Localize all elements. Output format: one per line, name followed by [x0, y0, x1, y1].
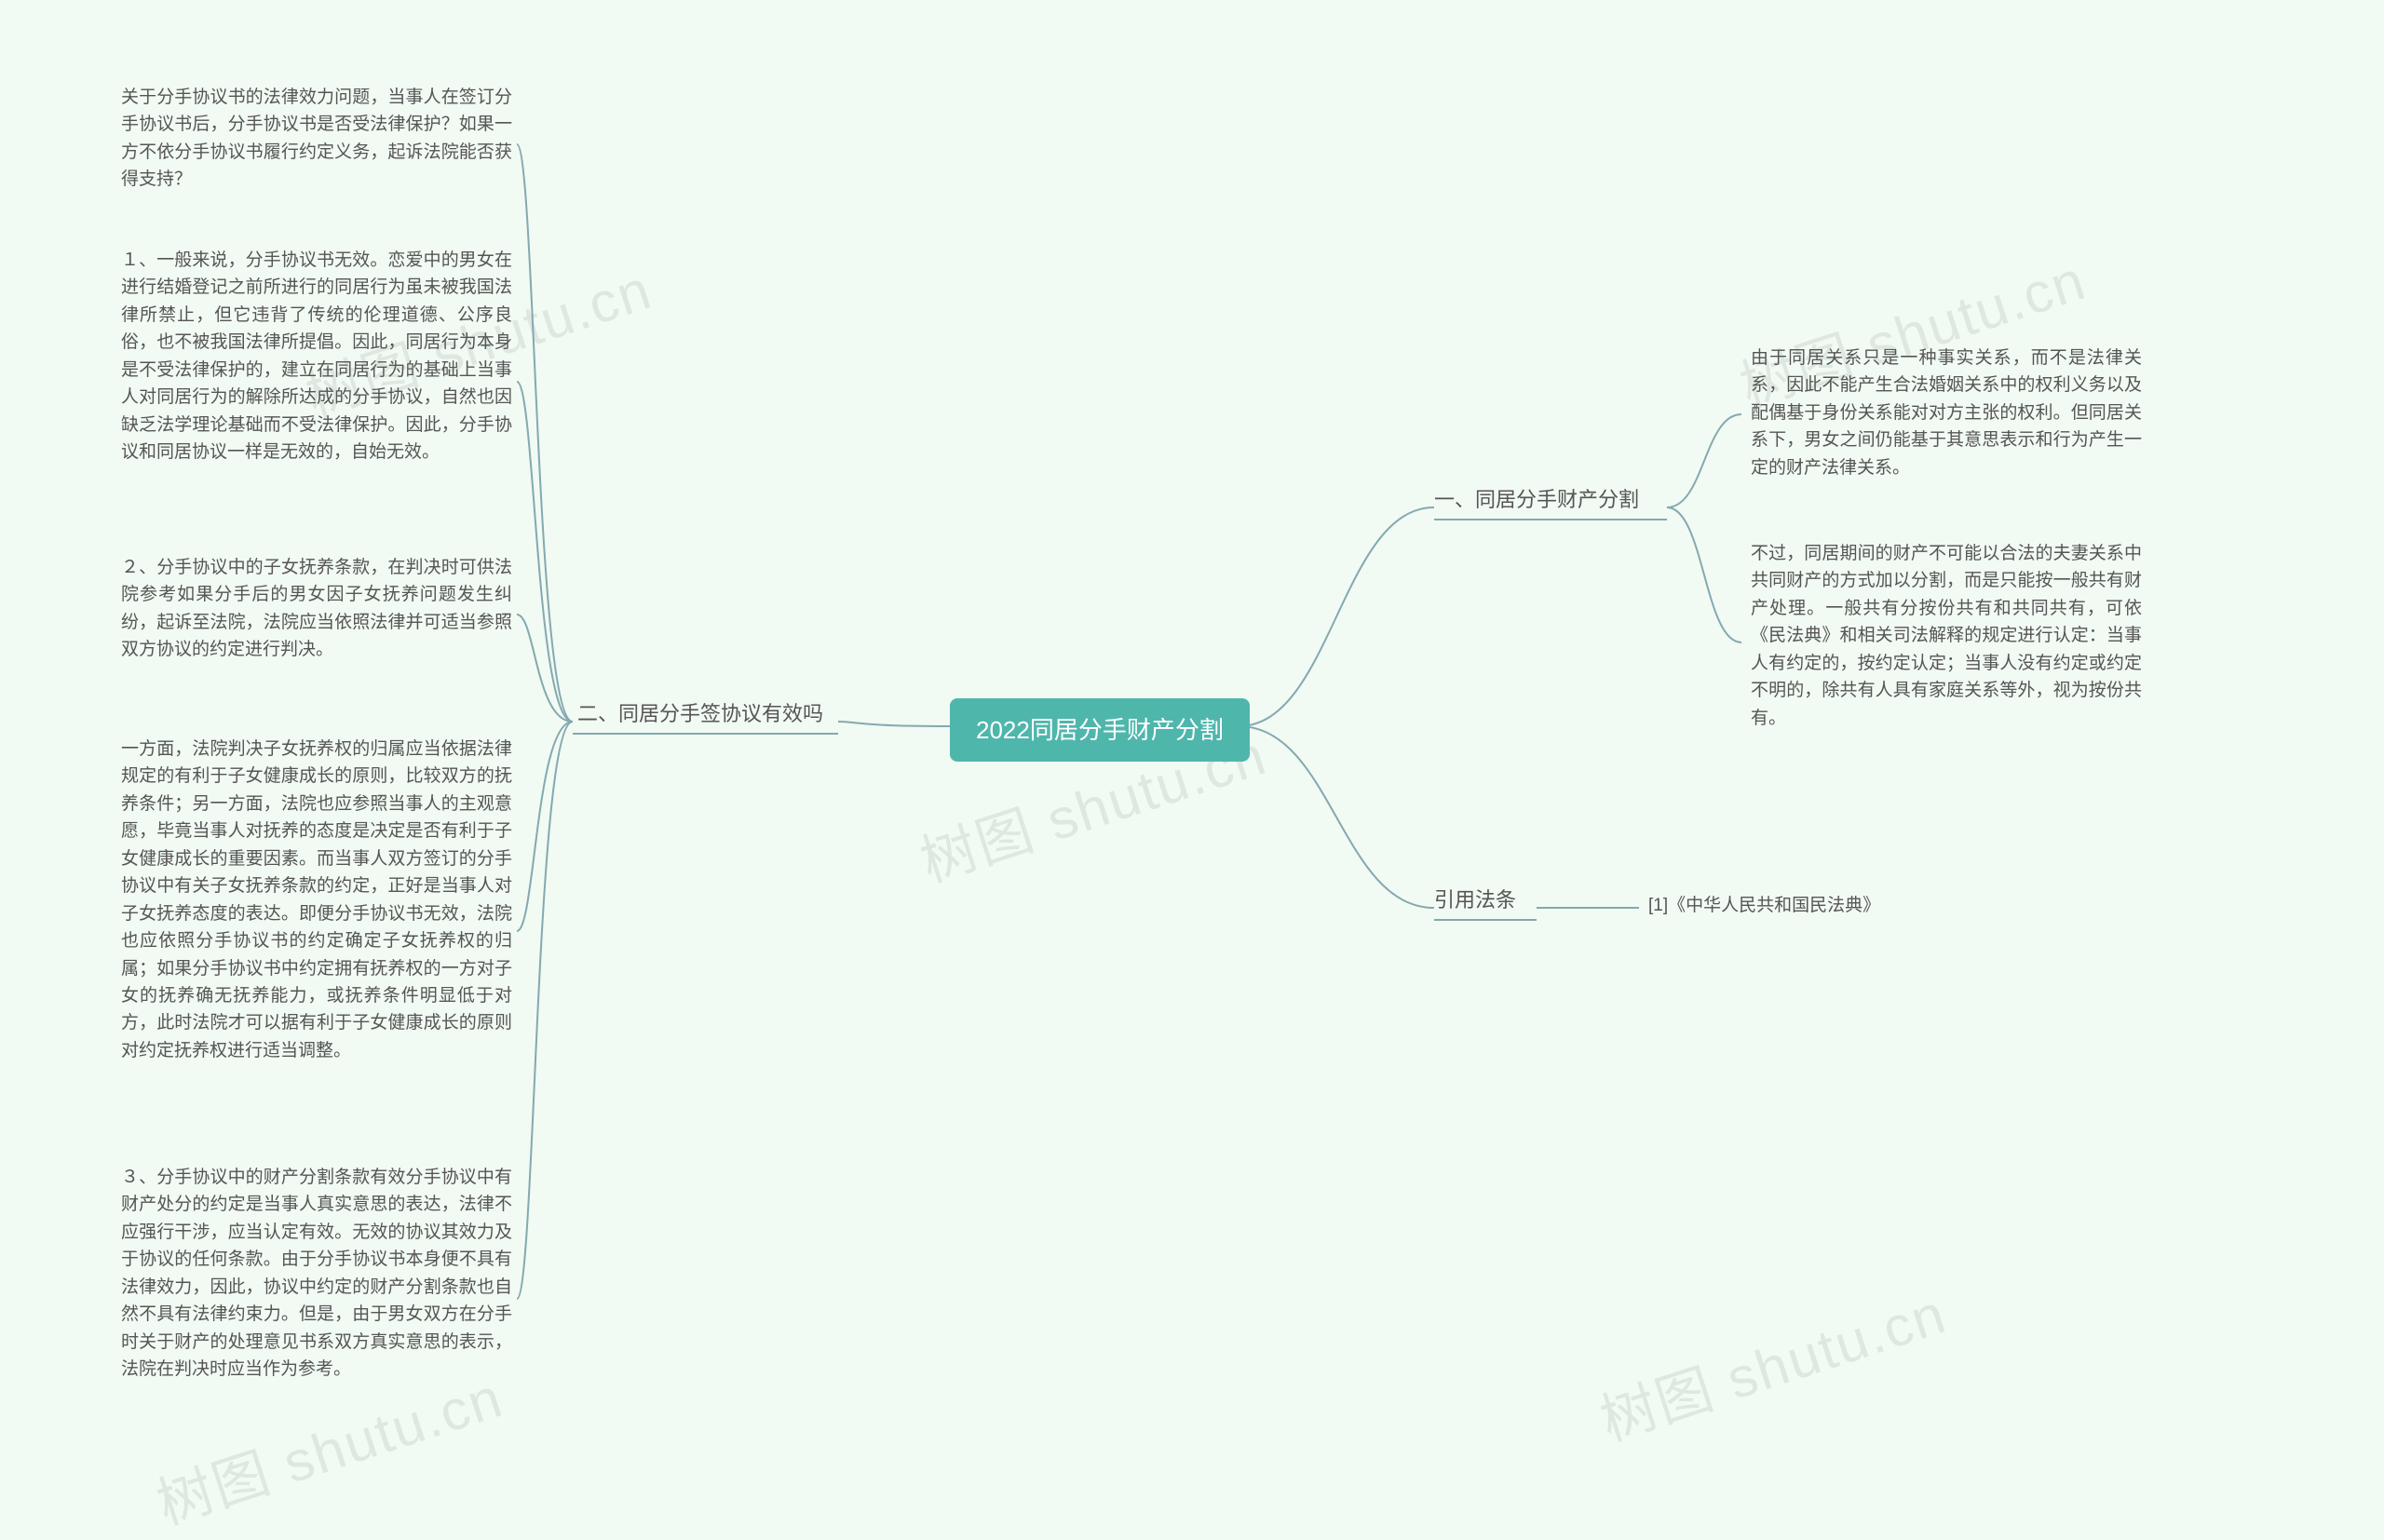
leaf-text: 关于分手协议书的法律效力问题，当事人在签订分手协议书后，分手协议书是否受法律保护… — [121, 84, 512, 194]
leaf-text: 一方面，法院判决子女抚养权的归属应当依据法律规定的有利于子女健康成长的原则，比较… — [121, 736, 512, 1064]
watermark: 树图 shutu.cn — [1589, 1269, 1956, 1457]
root-node: 2022同居分手财产分割 — [950, 698, 1250, 762]
leaf-text: 由于同居关系只是一种事实关系，而不是法律关系，因此不能产生合法婚姻关系中的权利义… — [1751, 344, 2142, 481]
leaf-text: ２、分手协议中的子女抚养条款，在判决时可供法院参考如果分手后的男女因子女抚养问题… — [121, 554, 512, 664]
leaf-text: ３、分手协议中的财产分割条款有效分手协议中有财产处分的约定是当事人真实意思的表达… — [121, 1164, 512, 1384]
leaf-text: 不过，同居期间的财产不可能以合法的夫妻关系中共同财产的方式加以分割，而是只能按一… — [1751, 540, 2142, 732]
branch-agreement-valid: 二、同居分手签协议有效吗 — [577, 698, 823, 736]
branch-citation: 引用法条 — [1434, 885, 1516, 922]
branch-property-division: 一、同居分手财产分割 — [1434, 484, 1639, 521]
leaf-text: [1]《中华人民共和国民法典》 — [1648, 892, 1880, 919]
leaf-text: １、一般来说，分手协议书无效。恋爱中的男女在进行结婚登记之前所进行的同居行为虽未… — [121, 247, 512, 466]
